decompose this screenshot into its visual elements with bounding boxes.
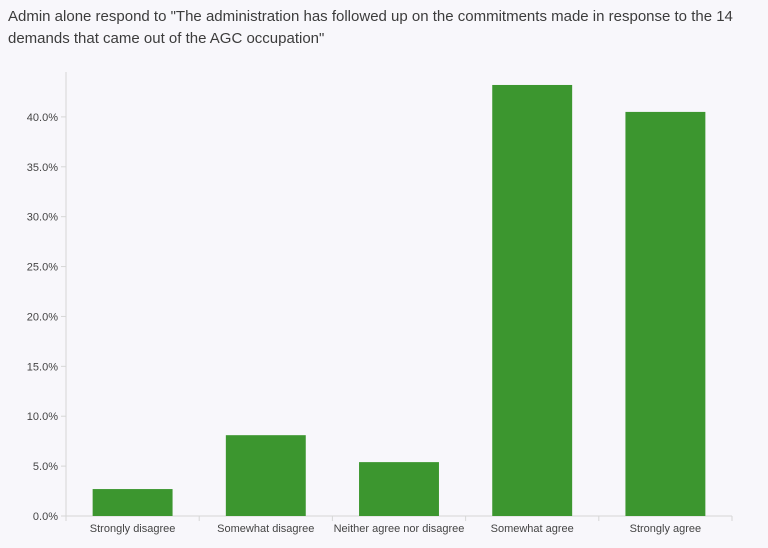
bar-strongly-agree[interactable] bbox=[625, 111, 706, 517]
chart-labels: 0.0% 5.0% 10.0% 15.0% 20.0% 25.0% 30.0% 35.0% 40… bbox=[27, 112, 701, 535]
bar-somewhat-disagree[interactable] bbox=[225, 435, 306, 516]
y-tick-label: 15.0% bbox=[27, 361, 58, 373]
y-tick-label: 25.0% bbox=[27, 262, 58, 274]
y-tick-label: 35.0% bbox=[27, 162, 58, 174]
chart-title: Admin alone respond to "The administrati… bbox=[8, 8, 733, 47]
y-tick-label: 5.0% bbox=[33, 461, 58, 473]
bar-somewhat-agree[interactable] bbox=[492, 84, 573, 516]
bar-neither-agree-nor-disagree[interactable] bbox=[359, 462, 439, 516]
chart-bars bbox=[92, 84, 706, 517]
y-tick-label: 10.0% bbox=[27, 411, 58, 423]
x-tick-label: Somewhat disagree bbox=[217, 523, 314, 535]
y-tick-label: 30.0% bbox=[27, 212, 58, 224]
x-tick-label: Somewhat agree bbox=[491, 523, 574, 535]
y-tick-label: 0.0% bbox=[33, 511, 58, 523]
bar-strongly-disagree[interactable] bbox=[92, 489, 173, 516]
x-tick-label: Strongly agree bbox=[630, 523, 702, 535]
y-tick-label: 20.0% bbox=[27, 311, 58, 323]
x-tick-label: Neither agree nor disagree bbox=[334, 523, 465, 535]
y-tick-label: 40.0% bbox=[27, 112, 58, 124]
x-tick-label: Strongly disagree bbox=[90, 523, 176, 535]
